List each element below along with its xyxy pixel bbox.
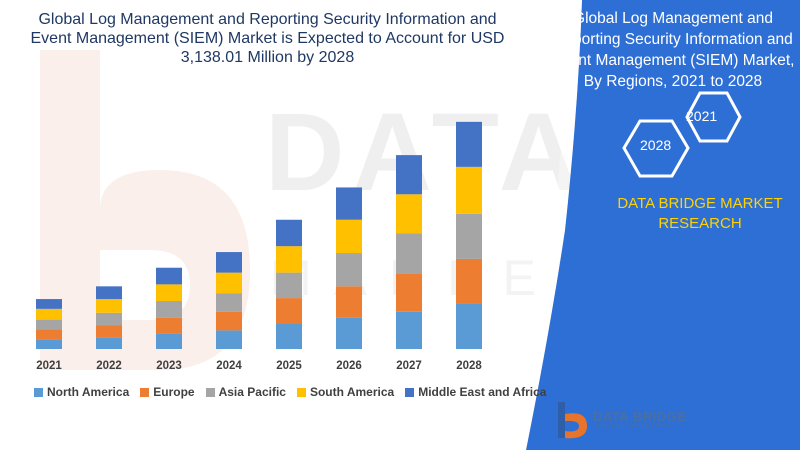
bar-2022-series-3 (96, 299, 122, 313)
bar-2025-series-2 (276, 272, 302, 299)
bar-2022-series-0 (96, 337, 122, 349)
bar-2025-series-3 (276, 246, 302, 273)
legend-swatch (34, 387, 43, 397)
bar-2028-series-3 (456, 166, 482, 214)
stacked-bar-chart: 2021 2022 2023 2024 2025 2026 2027 2028 (30, 100, 520, 380)
bar-2023-series-1 (156, 317, 182, 334)
bar-2024-series-3 (216, 272, 242, 294)
hexagon-2028 (622, 119, 690, 178)
logo: DATA BRIDGE MARKET RESEARCH (555, 400, 705, 445)
bar-2026-series-1 (336, 286, 362, 318)
bar-2025-series-0 (276, 323, 302, 349)
bar-2022-series-4 (96, 286, 122, 300)
bar-2021-series-1 (36, 329, 62, 340)
logo-text: DATA BRIDGE (593, 409, 687, 424)
bar-2028-series-1 (456, 258, 482, 304)
bar-2024-series-2 (216, 293, 242, 312)
legend-item: South America (296, 385, 395, 399)
chart-title: Global Log Management and Reporting Secu… (30, 11, 505, 66)
bar-2026-series-4 (336, 187, 362, 220)
panel-title: Global Log Management and Reporting Secu… (551, 10, 795, 90)
legend-item: Asia Pacific (205, 385, 286, 399)
hex-label-2021: 2021 (686, 108, 718, 124)
x-tick-label: 2021 (36, 360, 62, 372)
logo-subtext: MARKET RESEARCH (595, 424, 673, 430)
bar-2024-series-0 (216, 330, 242, 349)
x-tick-label: 2026 (336, 360, 362, 372)
bar-2028-series-0 (456, 303, 482, 349)
legend-swatch (405, 387, 415, 397)
legend-swatch (140, 387, 150, 397)
right-panel (470, 0, 800, 450)
legend-swatch (205, 387, 215, 397)
bar-2026-series-0 (336, 317, 362, 349)
bar-2021-series-4 (36, 299, 62, 309)
bar-2023-series-4 (156, 267, 182, 285)
legend-item: Europe (140, 385, 195, 399)
bar-2022-series-1 (96, 325, 122, 338)
legend-label: Asia Pacific (218, 385, 286, 399)
bar-2027-series-2 (396, 233, 422, 274)
bar-2023-series-0 (156, 333, 182, 349)
bar-2025-series-1 (276, 298, 302, 324)
legend-item: North America (34, 385, 129, 399)
bar-2023-series-3 (156, 284, 182, 302)
bar-2021-series-3 (36, 308, 62, 320)
x-tick-label: 2025 (276, 360, 302, 372)
x-tick-label: 2027 (396, 360, 422, 372)
right-panel-background (514, 0, 800, 450)
bar-2028-series-2 (456, 213, 482, 259)
brand-text: DATA BRIDGE MARKET RESEARCH (617, 195, 783, 232)
bar-2025-series-4 (276, 219, 302, 247)
legend-swatch (296, 387, 306, 397)
legend-label: Middle East and Africa (418, 385, 547, 399)
bar-2027-series-3 (396, 194, 422, 234)
legend-item: Middle East and Africa (405, 385, 546, 399)
chart-legend: North America Europe Asia Pacific South Ame… (34, 383, 546, 401)
logo-mark-icon (558, 402, 587, 439)
bar-2027-series-0 (396, 311, 422, 349)
hex-label-2028: 2028 (640, 137, 672, 153)
bar-2026-series-3 (336, 219, 362, 254)
bar-2021-series-2 (36, 319, 62, 330)
bar-2021-series-0 (36, 339, 62, 349)
hexagon-2021 (685, 91, 742, 143)
bar-2024-series-4 (216, 252, 242, 273)
bar-2028-series-4 (456, 121, 482, 167)
legend-label: North America (47, 385, 130, 399)
legend-label: Europe (153, 385, 195, 399)
x-tick-label: 2028 (456, 360, 482, 372)
x-tick-label: 2024 (216, 360, 242, 372)
bar-2023-series-2 (156, 301, 182, 318)
bar-2027-series-4 (396, 155, 422, 195)
x-tick-label: 2023 (156, 360, 182, 372)
x-tick-label: 2022 (96, 360, 122, 372)
bar-2022-series-2 (96, 312, 122, 326)
bar-2026-series-2 (336, 253, 362, 287)
chart-plot: 2021 2022 2023 2024 2025 2026 2027 2028 (36, 121, 482, 372)
bar-2027-series-1 (396, 273, 422, 312)
legend-label: South America (309, 385, 395, 399)
bar-2024-series-1 (216, 311, 242, 331)
